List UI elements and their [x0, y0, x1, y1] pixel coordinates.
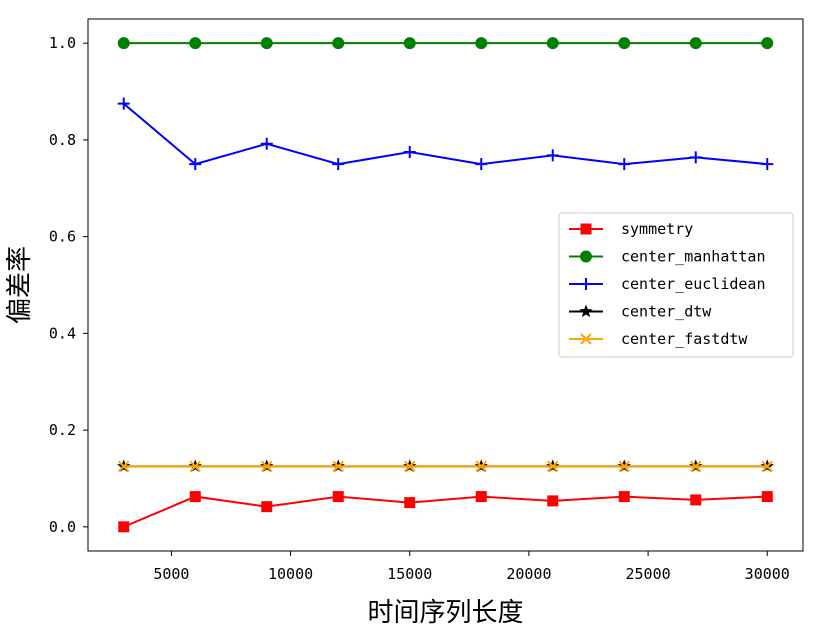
data-point-center_manhattan — [546, 37, 559, 50]
series-center_euclidean — [117, 97, 774, 171]
data-point-center_fastdtw — [118, 460, 130, 473]
data-point-center_euclidean — [117, 97, 130, 110]
data-point-center_fastdtw — [618, 460, 630, 473]
y-tick-label: 1.0 — [49, 34, 76, 52]
legend-item: center_fastdtw — [569, 330, 748, 348]
legend-swatch-marker — [580, 223, 592, 235]
y-axis-label: 偏差率 — [5, 246, 35, 324]
data-point-center_euclidean — [761, 158, 774, 171]
data-point-center_manhattan — [689, 37, 702, 50]
legend-item: symmetry — [569, 220, 693, 238]
x-axis-label: 时间序列长度 — [367, 598, 523, 628]
data-point-symmetry — [547, 495, 559, 507]
series-center_manhattan — [117, 37, 774, 50]
data-point-center_fastdtw — [404, 460, 416, 473]
data-point-symmetry — [118, 521, 130, 533]
y-tick-label: 0.4 — [49, 324, 76, 342]
y-tick-label: 0.0 — [49, 518, 76, 536]
data-point-center_manhattan — [260, 37, 273, 50]
x-tick-label: 30000 — [745, 565, 790, 583]
series-center_fastdtw — [118, 460, 773, 473]
data-point-center_euclidean — [332, 158, 345, 171]
data-point-center_fastdtw — [189, 460, 201, 473]
data-point-symmetry — [761, 491, 773, 503]
x-tick-label: 10000 — [268, 565, 313, 583]
series-line-center_euclidean — [123, 102, 768, 166]
legend-label: symmetry — [621, 220, 693, 238]
x-tick-label: 15000 — [387, 565, 432, 583]
data-point-center_euclidean — [403, 146, 416, 158]
series-layer — [117, 37, 774, 533]
data-point-center_euclidean — [189, 158, 202, 171]
data-point-symmetry — [332, 491, 344, 503]
plot-area-frame — [87, 18, 804, 552]
legend-label: center_fastdtw — [621, 330, 748, 348]
legend-label: center_euclidean — [621, 275, 766, 293]
legend-label: center_dtw — [621, 303, 712, 321]
data-point-center_euclidean — [260, 137, 273, 150]
data-point-symmetry — [261, 501, 273, 513]
data-point-symmetry — [475, 491, 487, 503]
y-axis: 0.0 0.2 0.4 0.6 0.8 1.0 — [49, 34, 88, 536]
data-point-center_euclidean — [546, 149, 559, 162]
y-tick-label: 0.6 — [49, 228, 76, 246]
data-point-center_fastdtw — [761, 460, 773, 473]
x-tick-label: 5000 — [153, 565, 189, 583]
series-line-symmetry — [123, 495, 768, 528]
data-point-center_fastdtw — [332, 460, 344, 473]
data-point-center_fastdtw — [690, 460, 702, 473]
data-point-center_euclidean — [689, 151, 702, 164]
legend-label: center_manhattan — [621, 248, 766, 266]
legend-swatch-marker — [580, 250, 592, 263]
data-point-symmetry — [618, 491, 630, 503]
data-point-center_manhattan — [475, 37, 488, 50]
data-point-symmetry — [404, 497, 416, 509]
data-point-center_euclidean — [618, 158, 631, 171]
legend-item: center_manhattan — [569, 248, 766, 266]
data-point-center_manhattan — [403, 37, 416, 50]
x-axis: 5000 10000 15000 20000 25000 30000 — [153, 551, 790, 583]
data-point-center_fastdtw — [475, 460, 487, 473]
legend-item: center_dtw — [569, 303, 712, 321]
data-point-center_manhattan — [117, 37, 130, 50]
data-point-symmetry — [690, 494, 702, 506]
legend-item: center_euclidean — [569, 275, 766, 293]
legend: symmetry center_manhattan center_euclidean… — [558, 212, 794, 358]
x-tick-label: 25000 — [626, 565, 671, 583]
series-symmetry — [118, 491, 773, 533]
data-point-center_manhattan — [332, 37, 345, 50]
legend-swatch-marker — [579, 304, 593, 318]
legend-swatch-marker — [580, 278, 592, 290]
data-point-center_euclidean — [475, 158, 488, 171]
legend-swatch-marker — [580, 333, 592, 345]
data-point-symmetry — [189, 491, 201, 503]
data-point-center_manhattan — [189, 37, 202, 50]
data-point-center_fastdtw — [261, 460, 273, 473]
data-point-center_fastdtw — [547, 460, 559, 473]
data-point-center_manhattan — [761, 37, 774, 50]
y-tick-label: 0.2 — [49, 421, 76, 439]
y-tick-label: 0.8 — [49, 131, 76, 149]
data-point-center_manhattan — [618, 37, 631, 50]
legend-box — [558, 212, 794, 358]
x-tick-label: 20000 — [506, 565, 551, 583]
